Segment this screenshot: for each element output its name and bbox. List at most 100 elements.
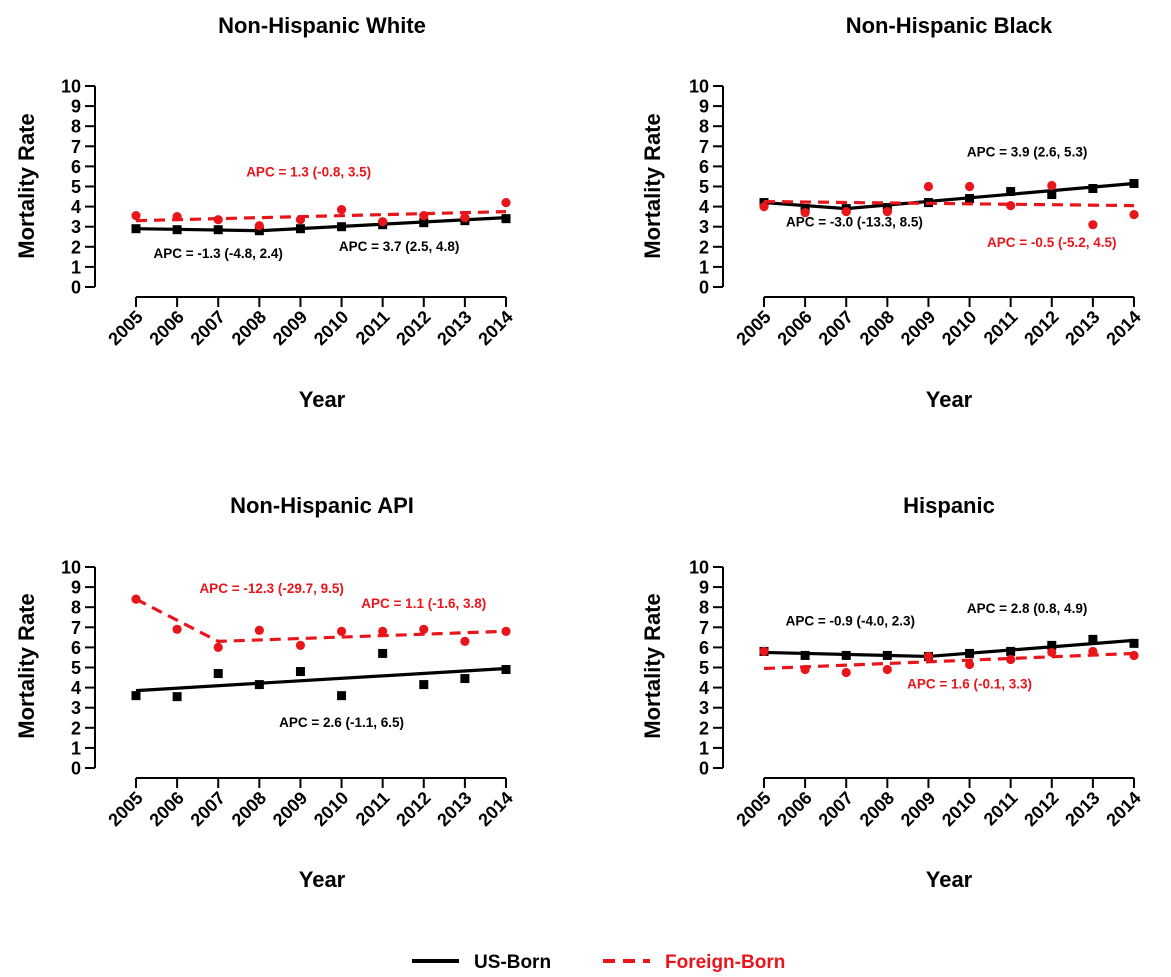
y-tick-label: 4 [71,197,81,217]
x-tick-label: 2013 [1061,307,1103,349]
x-tick-label: 2012 [392,788,434,830]
us-born-point [1006,187,1016,197]
y-tick-label: 3 [699,698,709,718]
us-born-point [1047,640,1057,650]
legend-us-born-label: US-Born [474,952,551,973]
y-tick-label: 2 [699,237,709,257]
us-born-point [1088,634,1098,644]
x-tick-label: 2014 [474,788,516,830]
y-tick-label: 9 [699,97,709,117]
foreign-born-point [923,651,934,662]
foreign-born-point [295,640,306,650]
foreign-born-point [1088,646,1098,657]
apc-annotation: APC = 3.9 (2.6, 5.3) [967,144,1087,159]
foreign-born-trend-line [135,210,507,223]
y-axis-label: Mortality Rate [640,113,665,258]
y-tick-label: 0 [699,759,709,779]
foreign-born-point [800,208,810,218]
us-born-point [213,669,223,679]
foreign-born-point [1088,220,1098,230]
x-axis-label: Year [926,867,973,892]
y-tick-label: 9 [71,578,81,598]
foreign-born-point [172,624,182,634]
y-tick-label: 6 [71,157,81,177]
legend-foreign-born-label: Foreign-Born [665,952,785,973]
foreign-born-point [460,636,470,646]
x-tick-label: 2009 [897,307,939,349]
foreign-born-point [254,221,264,231]
foreign-born-point [419,211,429,221]
foreign-born-point [254,625,264,635]
foreign-born-point [501,626,511,636]
x-tick-label: 2011 [352,307,394,349]
x-tick-label: 2011 [980,307,1022,349]
x-axis-label: Year [299,867,346,892]
us-born-point [460,674,470,684]
y-tick-label: 0 [699,278,709,298]
us-born-point [1088,184,1098,194]
y-tick-label: 4 [699,197,709,217]
y-axis-label: Mortality Rate [640,593,665,738]
y-tick-label: 4 [699,678,709,698]
x-tick-label: 2006 [145,788,187,830]
legend: US-Born Foreign-Born [412,952,785,973]
apc-annotation: APC = -12.3 (-29.7, 9.5) [199,581,343,596]
y-tick-label: 1 [71,257,81,277]
foreign-born-point [841,207,851,217]
foreign-born-point [1047,647,1057,658]
foreign-born-trend-line [763,199,1135,208]
y-tick-label: 9 [699,578,709,598]
foreign-born-point [336,205,347,215]
y-tick-label: 6 [71,638,81,658]
y-tick-label: 8 [699,598,709,618]
x-tick-label: 2006 [773,788,815,830]
apc-annotation: APC = 3.7 (2.5, 4.8) [339,239,459,254]
y-tick-label: 5 [71,658,81,678]
y-tick-label: 7 [71,137,81,157]
y-tick-label: 2 [699,718,709,738]
x-tick-label: 2007 [187,788,229,830]
us-born-point [841,650,851,660]
us-born-point [337,222,347,232]
panel-title: Non-Hispanic White [218,13,426,38]
y-tick-label: 1 [699,257,709,277]
y-tick-label: 7 [71,618,81,638]
us-born-point [882,650,892,660]
panel-title: Non-Hispanic API [230,493,414,518]
foreign-born-point [882,207,892,217]
y-tick-label: 7 [699,618,709,638]
foreign-born-point [923,181,934,192]
x-tick-label: 2012 [1020,788,1062,830]
us-born-point [1129,178,1139,188]
foreign-born-point [964,659,975,670]
foreign-born-point [964,181,975,192]
apc-annotation: APC = -0.9 (-4.0, 2.3) [786,613,915,628]
y-tick-label: 2 [71,718,81,738]
y-tick-label: 5 [699,658,709,678]
us-born-point [295,224,305,234]
us-born-point [131,224,141,234]
x-tick-label: 2013 [1061,788,1103,830]
y-tick-label: 10 [689,558,709,578]
foreign-born-point [800,664,810,675]
foreign-born-point [501,197,511,208]
apc-annotation: APC = -3.0 (-13.3, 8.5) [786,215,923,230]
us-born-point [254,680,264,690]
panel-non-hispanic-white: Non-Hispanic White Mortality Rate Year 0… [14,13,517,412]
x-tick-label: 2014 [474,307,516,349]
foreign-born-point [882,664,892,675]
us-born-point [337,691,347,701]
x-tick-label: 2013 [433,788,475,830]
y-tick-label: 8 [699,117,709,137]
x-axis-label: Year [926,387,973,412]
x-tick-label: 2005 [732,307,774,349]
x-tick-label: 2009 [269,307,311,349]
x-tick-label: 2014 [1102,307,1144,349]
foreign-born-point [460,213,470,223]
foreign-born-point [759,646,769,657]
us-born-trend-line [763,638,1135,659]
foreign-born-point [419,624,429,634]
foreign-born-point [759,202,769,212]
us-born-point [213,225,223,235]
